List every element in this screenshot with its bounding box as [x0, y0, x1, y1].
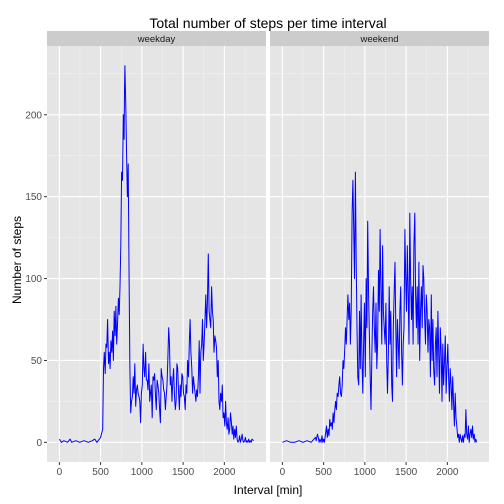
x-tick-label: 0 — [57, 467, 63, 478]
x-tick-label: 2000 — [213, 467, 236, 478]
y-tick-label: 150 — [25, 192, 42, 203]
facet-strip — [270, 31, 489, 46]
series-line-weekend — [282, 171, 478, 443]
series-line-weekday — [58, 65, 254, 443]
facet-panel-weekday: weekday 0 500 1000 1500 2000 0 50 100 150 200 — [25, 31, 266, 478]
y-tick-label: 200 — [25, 110, 42, 121]
facet-panel-weekend: weekend 0 500 1000 1500 2000 — [270, 31, 489, 478]
x-tick-label: 2000 — [436, 467, 459, 478]
chart-title: Total number of steps per time interval — [149, 15, 386, 31]
facet-strip — [47, 31, 266, 46]
x-tick-label: 0 — [280, 467, 286, 478]
facet-panels: weekday 0 500 1000 1500 2000 0 50 100 150 200 weeke… — [25, 31, 489, 478]
y-axis-title: Number of steps — [10, 216, 24, 304]
y-tick-label: 50 — [31, 356, 43, 367]
facet-strip-label: weekday — [137, 34, 176, 45]
x-tick-label: 1500 — [172, 467, 195, 478]
x-tick-label: 1000 — [354, 467, 377, 478]
x-tick-label: 1500 — [395, 467, 418, 478]
y-tick-label: 0 — [36, 438, 42, 449]
x-axis-title: Interval [min] — [234, 483, 303, 497]
x-tick-label: 500 — [92, 467, 109, 478]
x-tick-label: 500 — [315, 467, 332, 478]
facet-strip-label: weekend — [359, 34, 398, 45]
x-tick-label: 1000 — [131, 467, 154, 478]
y-tick-label: 100 — [25, 274, 42, 285]
